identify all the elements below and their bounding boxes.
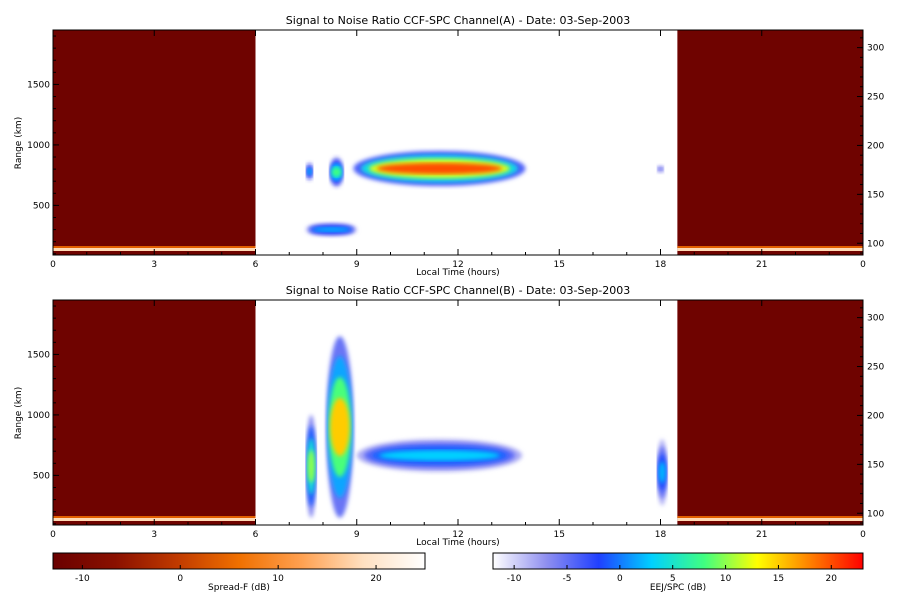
colorbar-eej-bar: [492, 552, 864, 570]
spread-f-trace-glow: [53, 516, 256, 518]
eej-echo: [330, 397, 350, 457]
y-tick-label: 1000: [27, 141, 50, 151]
x-tick-label: 3: [151, 260, 157, 270]
y-tick-label: 500: [33, 201, 50, 211]
colorbar-tick-label: -5: [563, 574, 572, 584]
x-tick-label: 15: [554, 260, 565, 270]
spread-f-block: [53, 300, 256, 525]
eej-echo: [313, 227, 350, 232]
spread-f-block: [53, 30, 256, 255]
panel-a: Signal to Noise Ratio CCF-SPC Channel(A)…: [14, 14, 884, 278]
panel-a-title: Signal to Noise Ratio CCF-SPC Channel(A)…: [286, 14, 630, 27]
panel-b-ylabel: Range (km): [14, 387, 24, 439]
x-tick-label: 12: [452, 530, 463, 540]
eej-echo: [379, 450, 500, 461]
panel-b-xlabel: Local Time (hours): [416, 538, 499, 548]
x-tick-label: 18: [655, 260, 667, 270]
x-tick-label: 6: [253, 530, 259, 540]
x-tick-label: 9: [354, 530, 360, 540]
panel-b-plot: [53, 300, 863, 525]
panel-a-y-ticks-right: 100 150 200 250 300: [857, 37, 884, 254]
eej-echo: [331, 167, 342, 177]
colorbar-tick-label: -10: [507, 574, 522, 584]
y-right-tick-label: 250: [867, 363, 884, 373]
y-tick-label: 1500: [27, 350, 50, 360]
y-right-tick-label: 100: [867, 509, 884, 519]
colorbar-tick-label: 5: [670, 574, 676, 584]
y-right-tick-label: 150: [867, 460, 884, 470]
colorbar-tick-label: 0: [177, 574, 183, 584]
x-tick-label: 12: [452, 260, 463, 270]
y-right-tick-label: 300: [867, 314, 884, 324]
panel-b: Signal to Noise Ratio CCF-SPC Channel(B)…: [14, 284, 884, 548]
colorbar-spread-f-bar: [52, 552, 426, 570]
spread-f-trace-glow: [53, 246, 256, 248]
y-right-tick-label: 200: [867, 141, 884, 151]
spread-f-trace: [677, 518, 863, 521]
colorbar-spread-f-ticks: -10 0 10 20: [75, 565, 382, 584]
x-tick-label: 0: [50, 260, 56, 270]
colorbar-eej: -10 -5 0 5 10 15 20 EEJ/SPC (dB): [492, 552, 864, 593]
x-tick-label: 15: [554, 530, 565, 540]
colorbar-tick-label: 15: [773, 574, 784, 584]
panel-b-y-ticks-left: 500 1000 1500: [27, 305, 59, 525]
x-tick-label: 0: [860, 530, 866, 540]
eej-echo: [307, 168, 312, 175]
panel-a-plot: [53, 30, 863, 255]
eej-echo: [307, 449, 315, 483]
spread-f-trace-glow: [677, 246, 863, 248]
eej-echo: [376, 162, 503, 175]
colorbar-tick-label: 20: [370, 574, 382, 584]
spread-f-trace: [677, 248, 863, 251]
spread-f-block: [677, 300, 863, 525]
spread-f-trace-glow: [677, 516, 863, 518]
colorbar-tick-label: -10: [75, 574, 90, 584]
y-right-tick-label: 200: [867, 411, 884, 421]
colorbar-spread-f: -10 0 10 20 Spread-F (dB): [52, 552, 426, 593]
colorbar-tick-label: 0: [617, 574, 623, 584]
colorbar-tick-label: 20: [826, 574, 838, 584]
y-right-tick-label: 100: [867, 239, 884, 249]
panel-a-xlabel: Local Time (hours): [416, 268, 499, 278]
y-tick-label: 1500: [27, 80, 50, 90]
colorbar-eej-ticks: -10 -5 0 5 10 15 20: [507, 565, 837, 584]
panel-b-y-ticks-right: 100 150 200 250 300: [857, 307, 884, 524]
x-tick-label: 21: [756, 260, 767, 270]
x-tick-label: 9: [354, 260, 360, 270]
x-tick-label: 6: [253, 260, 259, 270]
eej-echo: [658, 167, 663, 171]
colorbar-tick-label: 10: [272, 574, 284, 584]
x-tick-label: 18: [655, 530, 667, 540]
colorbar-eej-label: EEJ/SPC (dB): [650, 583, 706, 593]
panel-a-y-ticks-left: 500 1000 1500: [27, 35, 59, 255]
y-right-tick-label: 150: [867, 190, 884, 200]
panel-a-ylabel: Range (km): [14, 117, 24, 169]
y-tick-label: 500: [33, 471, 50, 481]
eej-echo: [658, 461, 666, 484]
x-tick-label: 0: [50, 530, 56, 540]
colorbar-spread-f-label: Spread-F (dB): [208, 583, 270, 593]
y-right-tick-label: 300: [867, 44, 884, 54]
y-right-tick-label: 250: [867, 93, 884, 103]
x-tick-label: 3: [151, 530, 157, 540]
spread-f-block: [677, 30, 863, 255]
panel-a-x-ticks: 0 3 6 9 12 15 18 21 0: [50, 30, 866, 270]
panel-b-x-ticks: 0 3 6 9 12 15 18 21 0: [50, 300, 866, 540]
x-tick-label: 0: [860, 260, 866, 270]
colorbar-tick-label: 10: [720, 574, 732, 584]
x-tick-label: 21: [756, 530, 767, 540]
panel-b-title: Signal to Noise Ratio CCF-SPC Channel(B)…: [286, 284, 630, 297]
y-tick-label: 1000: [27, 411, 50, 421]
